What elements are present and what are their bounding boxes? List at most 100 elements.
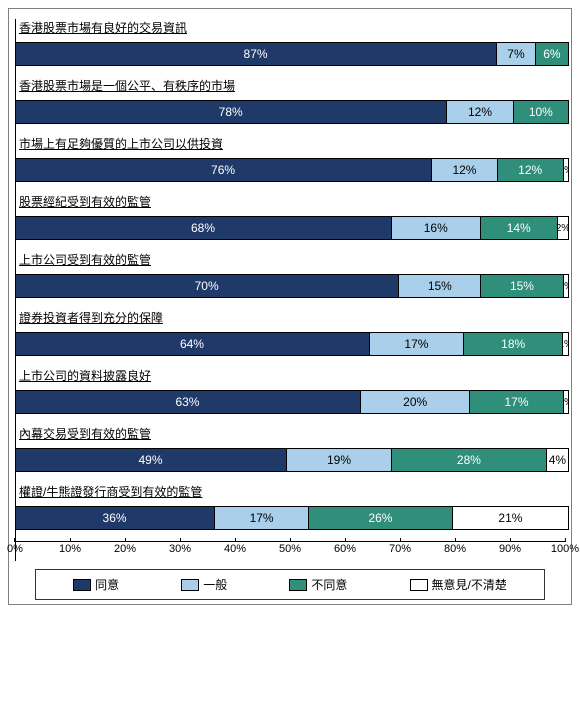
survey-stacked-bar-chart: 平均分 香港股票市場有良好的交易資訊87%7%6%5.63香港股票市場是一個公平…: [8, 8, 572, 605]
bar-segment-disagree: 12%: [497, 159, 563, 181]
x-tick: 20%: [114, 538, 136, 555]
legend: 同意 一般 不同意 無意見/不清楚: [35, 569, 545, 600]
segment-value: 15%: [510, 279, 534, 293]
bar: 63% 20% 17% 1%: [15, 390, 569, 414]
row-label: 香港股票市場有良好的交易資訊: [15, 19, 565, 36]
row-label: 上市公司的資料披露良好: [15, 367, 565, 384]
bar-segment-neutral: 17%: [369, 333, 463, 355]
segment-value: 64%: [180, 337, 204, 351]
bar-segment-agree: 68%: [15, 217, 391, 239]
bar-segment-disagree: 10%: [513, 101, 568, 123]
bar-segment-noopinion: 21%: [452, 507, 568, 529]
row-average: 4.16: [569, 511, 580, 525]
bar-segment-neutral: 20%: [360, 391, 470, 413]
legend-label: 一般: [203, 576, 227, 593]
bar-segment-neutral: 19%: [286, 449, 391, 471]
row-average: 5.30: [569, 105, 580, 119]
bar-segment-neutral: 12%: [431, 159, 497, 181]
bar-segment-disagree: 15%: [480, 275, 562, 297]
bar-segment-agree: 63%: [15, 391, 360, 413]
bar-segment-disagree: 14%: [480, 217, 557, 239]
segment-value: 12%: [452, 163, 476, 177]
row-label: 內幕交易受到有效的監管: [15, 425, 565, 442]
row-average: 5.63: [569, 47, 580, 61]
bar-segment-noopinion: 1%: [562, 333, 568, 355]
chart-row: 市場上有足夠優質的上市公司以供投資76%12%12%1%5.17: [15, 135, 565, 185]
segment-value: 1%: [563, 397, 568, 408]
chart-row: 上市公司受到有效的監管70%15%15%1%5.02: [15, 251, 565, 301]
segment-value: 16%: [424, 221, 448, 235]
row-average: 5.02: [569, 279, 580, 293]
segment-value: 1%: [562, 339, 568, 350]
x-tick-label: 40%: [224, 543, 246, 555]
row-label: 市場上有足夠優質的上市公司以供投資: [15, 135, 565, 152]
segment-value: 17%: [404, 337, 428, 351]
x-tick-label: 0%: [7, 543, 23, 555]
bar-segment-disagree: 28%: [391, 449, 546, 471]
x-tick: 70%: [389, 538, 411, 555]
segment-value: 19%: [327, 453, 351, 467]
segment-value: 68%: [191, 221, 215, 235]
segment-value: 17%: [504, 395, 528, 409]
segment-value: 20%: [403, 395, 427, 409]
segment-value: 63%: [175, 395, 199, 409]
bar: 49% 19% 28%4%: [15, 448, 569, 472]
segment-value: 10%: [529, 105, 553, 119]
bar-segment-noopinion: 1%: [563, 159, 568, 181]
row-label: 股票經紀受到有效的監管: [15, 193, 565, 210]
x-tick-label: 60%: [334, 543, 356, 555]
row-label: 香港股票市場是一個公平、有秩序的市場: [15, 77, 565, 94]
bar-segment-noopinion: 1%: [563, 275, 568, 297]
row-label: 權證/牛熊證發行商受到有效的監管: [15, 483, 565, 500]
legend-label: 同意: [95, 576, 119, 593]
legend-label: 不同意: [311, 576, 347, 593]
bar-segment-agree: 76%: [15, 159, 431, 181]
bar-segment-neutral: 12%: [446, 101, 512, 123]
bar-segment-disagree: 18%: [463, 333, 563, 355]
x-tick-label: 10%: [59, 543, 81, 555]
chart-row: 股票經紀受到有效的監管68%16%14%2%5.03: [15, 193, 565, 243]
segment-value: 6%: [543, 47, 560, 61]
legend-item-disagree: 不同意: [289, 576, 347, 593]
x-tick: 60%: [334, 538, 356, 555]
chart-row: 香港股票市場是一個公平、有秩序的市場78%12%10%5.30: [15, 77, 565, 127]
bar-segment-noopinion: 4%: [546, 449, 568, 471]
segment-value: 17%: [250, 511, 274, 525]
legend-label: 無意見/不清楚: [432, 576, 507, 593]
bar-segment-agree: 70%: [15, 275, 398, 297]
x-tick-label: 100%: [551, 543, 579, 555]
row-average: 4.81: [569, 395, 580, 409]
x-tick-label: 30%: [169, 543, 191, 555]
plot-area: 香港股票市場有良好的交易資訊87%7%6%5.63 香港股票市場是一個公平、有秩序…: [15, 19, 565, 561]
segment-value: 12%: [468, 105, 492, 119]
segment-value: 4%: [549, 453, 566, 467]
x-tick: 10%: [59, 538, 81, 555]
bar-segment-noopinion: 2%: [557, 217, 568, 239]
segment-value: 14%: [507, 221, 531, 235]
row-average: 4.36: [569, 453, 580, 467]
x-tick-label: 80%: [444, 543, 466, 555]
bar-segment-agree: 36%: [15, 507, 214, 529]
chart-row: 證券投資者得到充分的保障64%17%18%1%4.88: [15, 309, 565, 359]
row-label: 上市公司受到有效的監管: [15, 251, 565, 268]
x-tick: 100%: [551, 538, 579, 555]
segment-value: 70%: [195, 279, 219, 293]
chart-row: 上市公司的資料披露良好63%20%17%1%4.81: [15, 367, 565, 417]
bar-segment-noopinion: 1%: [563, 391, 568, 413]
bar: 68% 16% 14% 2%: [15, 216, 569, 240]
x-tick: 0%: [7, 538, 23, 555]
bar: 36%17%26%21%: [15, 506, 569, 530]
chart-row: 香港股票市場有良好的交易資訊87%7%6%5.63: [15, 19, 565, 69]
segment-value: 2%: [557, 223, 568, 234]
x-tick: 90%: [499, 538, 521, 555]
bar: 76% 12% 12% 1%: [15, 158, 569, 182]
bar: 70%15%15%1%: [15, 274, 569, 298]
bar-segment-disagree: 6%: [535, 43, 568, 65]
x-tick-label: 50%: [279, 543, 301, 555]
row-average: 5.03: [569, 221, 580, 235]
segment-value: 12%: [518, 163, 542, 177]
row-label: 證券投資者得到充分的保障: [15, 309, 565, 326]
segment-value: 49%: [138, 453, 162, 467]
segment-value: 18%: [501, 337, 525, 351]
bar-segment-disagree: 17%: [469, 391, 562, 413]
